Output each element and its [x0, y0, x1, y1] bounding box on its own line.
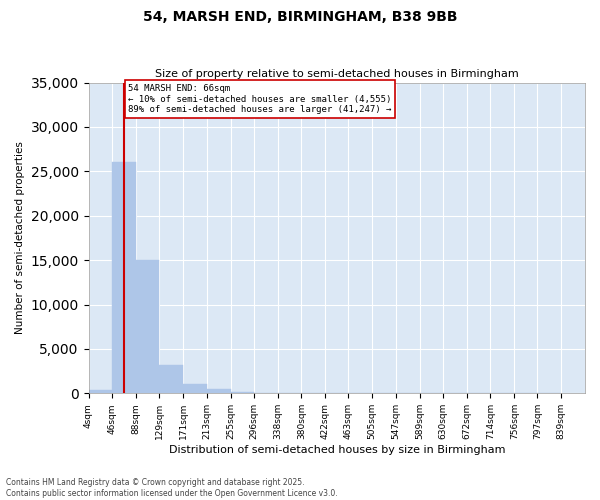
Title: Size of property relative to semi-detached houses in Birmingham: Size of property relative to semi-detach… — [155, 69, 518, 79]
Bar — [230, 392, 254, 394]
Text: 54 MARSH END: 66sqm
← 10% of semi-detached houses are smaller (4,555)
89% of sem: 54 MARSH END: 66sqm ← 10% of semi-detach… — [128, 84, 392, 114]
Bar — [112, 162, 136, 394]
Bar — [254, 392, 278, 394]
Bar — [159, 365, 183, 394]
Bar — [136, 260, 159, 394]
Bar — [207, 389, 230, 394]
Bar — [183, 384, 207, 394]
X-axis label: Distribution of semi-detached houses by size in Birmingham: Distribution of semi-detached houses by … — [169, 445, 505, 455]
Y-axis label: Number of semi-detached properties: Number of semi-detached properties — [15, 142, 25, 334]
Text: Contains HM Land Registry data © Crown copyright and database right 2025.
Contai: Contains HM Land Registry data © Crown c… — [6, 478, 338, 498]
Bar — [89, 390, 112, 394]
Text: 54, MARSH END, BIRMINGHAM, B38 9BB: 54, MARSH END, BIRMINGHAM, B38 9BB — [143, 10, 457, 24]
